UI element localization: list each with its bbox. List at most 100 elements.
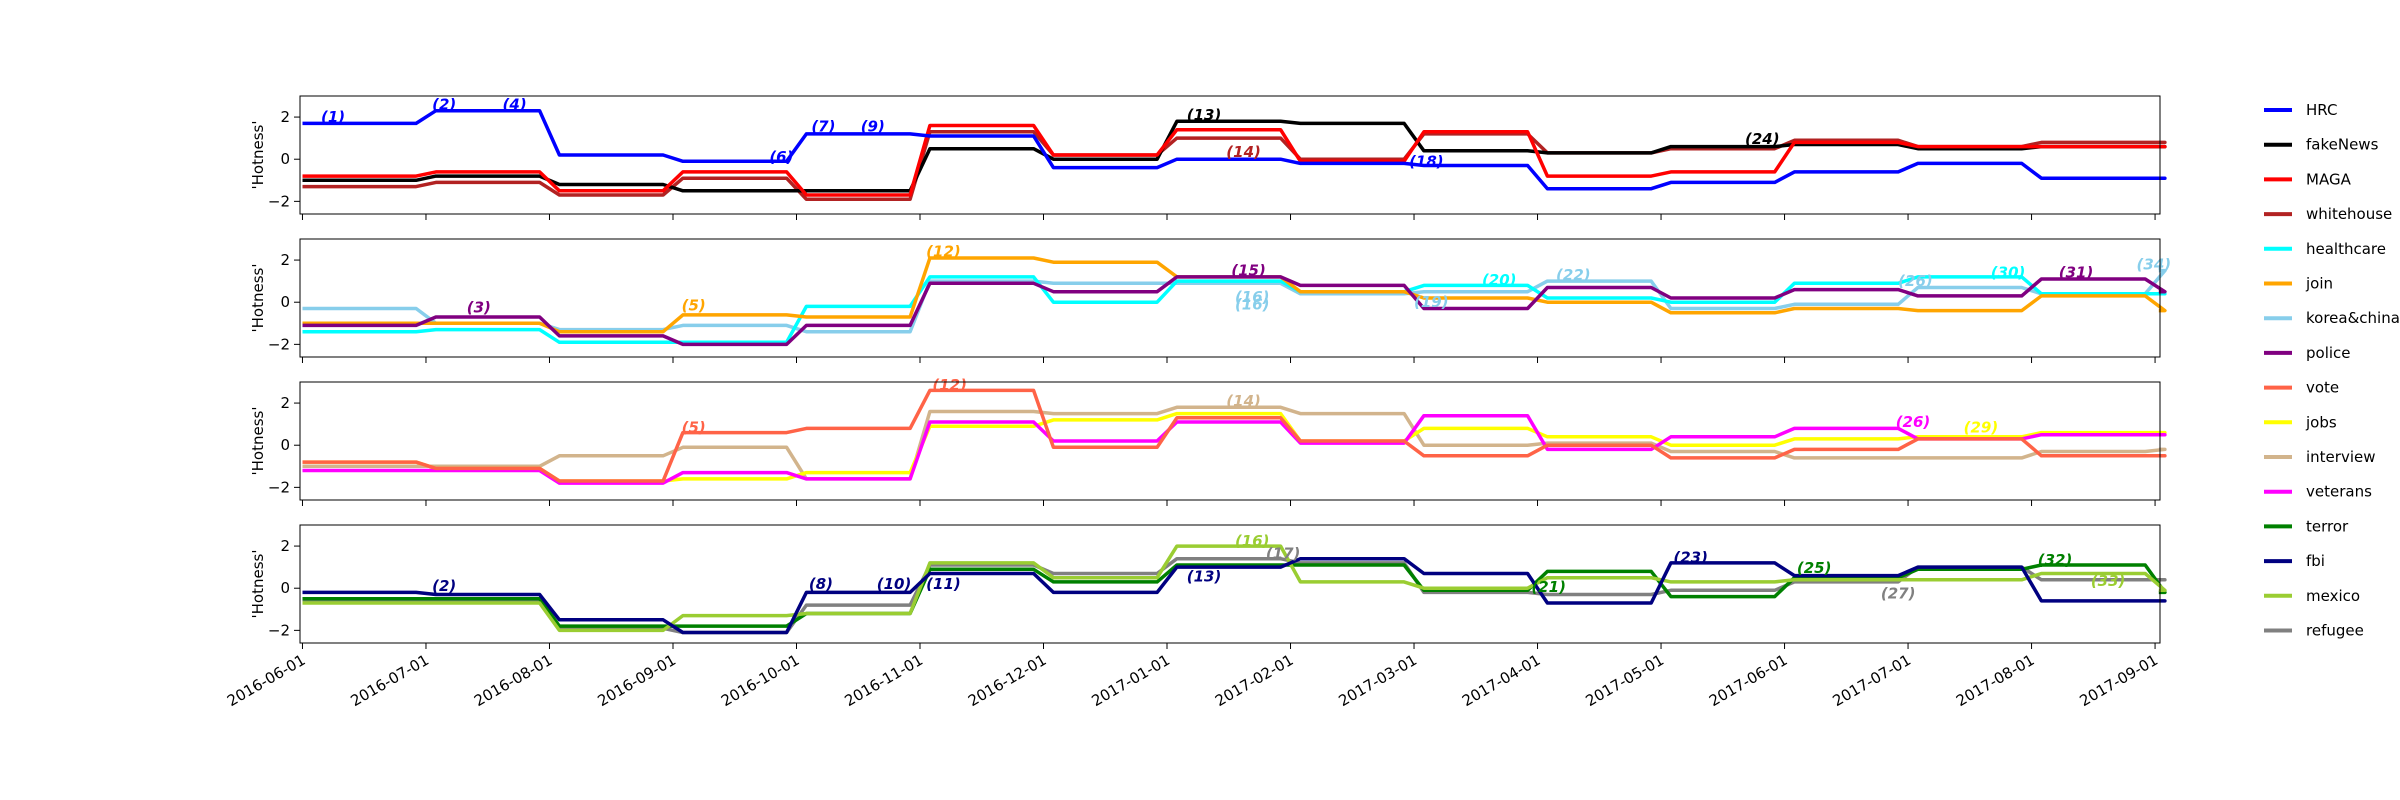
y-axis-label: 'Hotness'	[249, 407, 267, 476]
y-tick-label: 2	[280, 537, 290, 555]
event-annotation: (22)	[1556, 266, 1591, 284]
legend-label-police: police	[2306, 344, 2351, 362]
series-line-vote	[302, 388, 2167, 483]
y-tick-label: −2	[268, 478, 290, 496]
y-tick-label: 2	[280, 394, 290, 412]
event-annotation: (9)	[861, 118, 885, 136]
panel-2: −2 0 2 'Hotness' (3) (5) (12) (15) (16)(16) (19) (…	[249, 238, 2172, 363]
axes-frame	[299, 381, 2161, 501]
event-annotation: (25)	[1797, 559, 1832, 577]
event-annotation: (34)	[2137, 255, 2172, 273]
event-annotation: (21)	[1531, 578, 1566, 596]
event-annotation: (6)	[769, 148, 793, 166]
event-annotation: (2)	[432, 95, 456, 113]
x-tick-label: 2016-11-01	[841, 651, 926, 710]
y-axis-label: 'Hotness'	[249, 121, 267, 190]
x-tick-label: 2017-09-01	[2077, 651, 2162, 710]
panel-4: −2 0 2 'Hotness' (2) (8) (10) (11) (13) (16)(17) (…	[249, 524, 2167, 649]
event-annotation: (13)	[1187, 568, 1222, 586]
event-annotation: (16)	[1235, 532, 1270, 550]
event-annotation: (8)	[809, 575, 833, 593]
series-line-fbi	[302, 556, 2167, 635]
legend: HRC fakeNews MAGA whitehouse healthcare join k…	[2264, 101, 2400, 640]
event-annotation: (26)	[1898, 272, 1933, 290]
y-axis-label: 'Hotness'	[249, 550, 267, 619]
legend-label-terror: terror	[2306, 517, 2349, 535]
event-annotation: (23)	[1673, 549, 1708, 567]
event-annotation: (11)	[926, 575, 961, 593]
series-line-veterans	[302, 413, 2167, 485]
event-annotation: (16)	[1235, 295, 1270, 313]
legend-label-veterans: veterans	[2306, 483, 2372, 501]
event-annotation: (29)	[1964, 418, 1999, 436]
y-tick-label: 0	[280, 150, 290, 168]
panel-1: −2 0 2 'Hotness' (1) (2) (4) (6) (7) (9) (13) (14) (…	[249, 95, 2167, 220]
x-tick-label: 2016-08-01	[471, 651, 556, 710]
series-line-hrc	[302, 108, 2167, 191]
y-axis-label: 'Hotness'	[249, 264, 267, 333]
y-tick-label: −2	[268, 621, 290, 639]
axes-frame	[299, 524, 2161, 644]
y-tick-label: 0	[280, 579, 290, 597]
legend-label-whitehouse: whitehouse	[2306, 205, 2392, 223]
x-tick-label: 2017-07-01	[1830, 651, 1915, 710]
legend-label-mexico: mexico	[2306, 587, 2360, 605]
series-line-police	[302, 275, 2167, 347]
event-annotation: (20)	[1482, 271, 1517, 289]
legend-label-healthcare: healthcare	[2306, 240, 2386, 258]
y-tick-label: 0	[280, 436, 290, 454]
event-annotation: (13)	[1187, 106, 1222, 124]
event-annotation: (19)	[1414, 293, 1449, 311]
x-tick-label: 2017-04-01	[1459, 651, 1544, 710]
legend-label-hrc: HRC	[2306, 101, 2337, 119]
series-line-interview	[302, 405, 2167, 481]
event-annotation: (2)	[432, 577, 456, 595]
legend-label-vote: vote	[2306, 379, 2339, 397]
x-tick-label: 2017-01-01	[1089, 651, 1174, 710]
event-annotation: (5)	[682, 296, 706, 314]
event-annotation: (14)	[1226, 392, 1261, 410]
legend-label-korea-china: korea&china	[2306, 309, 2400, 327]
event-annotation: (32)	[2038, 551, 2073, 569]
axes-frame	[299, 95, 2161, 215]
y-tick-label: 2	[280, 251, 290, 269]
legend-label-interview: interview	[2306, 448, 2376, 466]
y-tick-label: 2	[280, 108, 290, 126]
x-tick-label: 2017-08-01	[1953, 651, 2038, 710]
event-annotation: (7)	[811, 118, 835, 136]
x-tick-label: 2016-09-01	[594, 651, 679, 710]
legend-label-refugee: refugee	[2306, 622, 2364, 640]
legend-label-join: join	[2305, 275, 2333, 293]
x-tick-label: 2017-06-01	[1706, 651, 1791, 710]
event-annotation: (18)	[1409, 152, 1444, 170]
event-annotation: (5)	[682, 418, 706, 436]
x-tick-label: 2016-10-01	[718, 651, 803, 710]
legend-label-fakenews: fakeNews	[2306, 136, 2379, 154]
y-tick-label: −2	[268, 335, 290, 353]
legend-label-maga: MAGA	[2306, 170, 2352, 188]
legend-label-fbi: fbi	[2306, 552, 2325, 570]
y-tick-label: −2	[268, 192, 290, 210]
x-tick-label: 2017-02-01	[1212, 651, 1297, 710]
event-annotation: (10)	[877, 575, 912, 593]
event-annotation: (14)	[1226, 143, 1261, 161]
event-annotation: (17)	[1266, 544, 1301, 562]
x-tick-label: 2016-07-01	[347, 651, 432, 710]
event-annotation: (26)	[1896, 413, 1931, 431]
event-annotation: (33)	[2091, 572, 2126, 590]
event-annotation: (27)	[1881, 584, 1916, 602]
event-annotation: (30)	[1991, 264, 2026, 282]
event-annotation: (16)	[1235, 288, 1270, 306]
event-annotation: (4)	[503, 95, 527, 113]
event-annotation: (12)	[926, 243, 961, 261]
series-line-join	[302, 256, 2167, 334]
x-tick-label: 2017-05-01	[1583, 651, 1668, 710]
event-annotation: (3)	[467, 298, 491, 316]
y-tick-label: 0	[280, 293, 290, 311]
event-annotation: (15)	[1231, 262, 1266, 280]
event-annotation: (31)	[2059, 264, 2094, 282]
event-annotation: (1)	[321, 108, 345, 126]
panel-3: −2 0 2 'Hotness' (5) (12) (14) (26) (29)	[249, 376, 2167, 506]
axes-frame	[299, 238, 2161, 358]
